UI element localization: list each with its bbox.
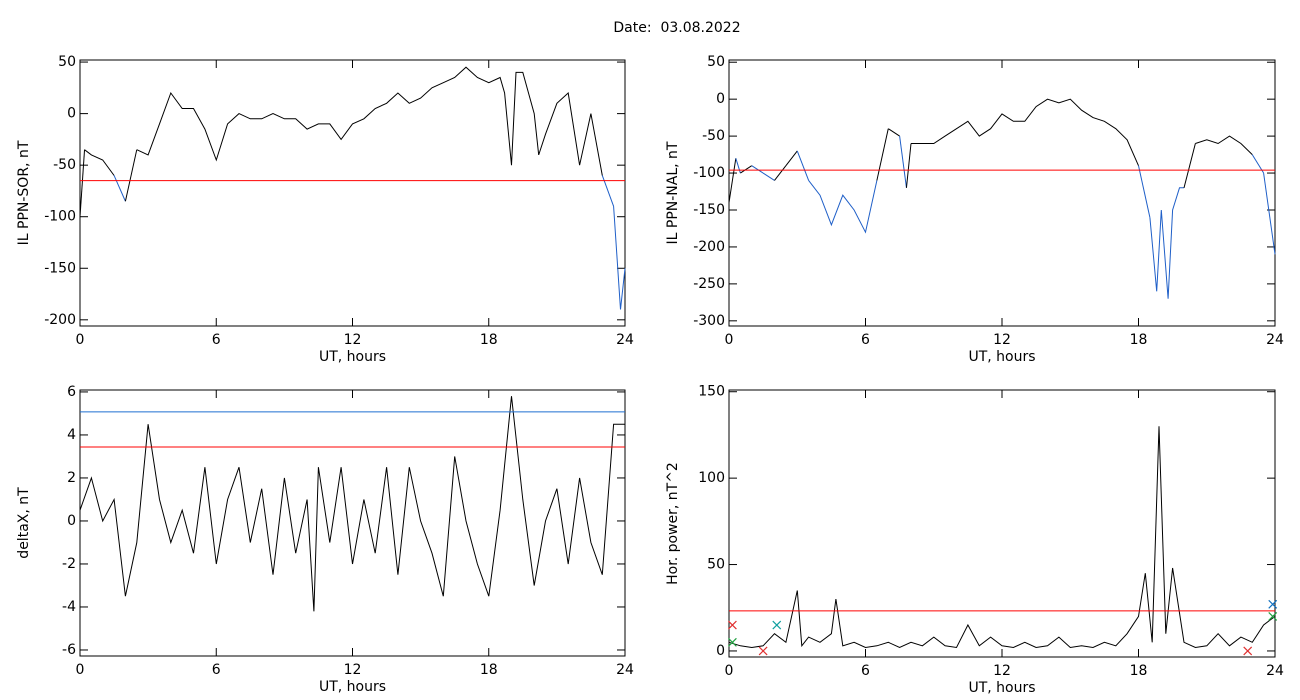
cross-marker [772, 620, 782, 630]
y-tick-label: 0 [67, 513, 76, 529]
line-connector [796, 150, 810, 181]
x-tick-label: 0 [76, 332, 85, 348]
y-tick-label: 150 [698, 384, 725, 400]
x-tick-label: 24 [1266, 332, 1284, 348]
x-tick-label: 12 [993, 332, 1011, 348]
y-tick-label: 0 [716, 643, 725, 659]
y-tick-label: 6 [67, 384, 76, 400]
x-tick-label: 24 [616, 332, 634, 348]
data-line [785, 150, 798, 167]
plot-frame [79, 59, 626, 327]
data-line [84, 149, 115, 176]
y-tick-label: 2 [67, 470, 76, 486]
y-tick-label: -200 [44, 312, 76, 328]
x-tick-label: 18 [480, 662, 498, 678]
x-tick-label: 18 [480, 332, 498, 348]
y-tick-label: 0 [67, 106, 76, 122]
y-tick-label: -50 [53, 157, 76, 173]
x-tick-label: 12 [344, 332, 362, 348]
x-axis-label: UT, hours [319, 679, 386, 695]
y-tick-label: -150 [693, 202, 725, 218]
line-connector [751, 165, 764, 174]
cross-marker [1268, 611, 1278, 621]
x-tick-label: 24 [616, 662, 634, 678]
y-tick-label: -100 [693, 165, 725, 181]
x-tick-label: 18 [1130, 663, 1148, 679]
line-connector [774, 165, 787, 181]
cross-marker [1268, 599, 1278, 609]
line-connector [728, 158, 737, 203]
data-line [1149, 187, 1184, 299]
line-connector [740, 165, 753, 174]
y-tick-label: -200 [693, 239, 725, 255]
plot-frame [728, 59, 1276, 327]
x-tick-label: 6 [861, 332, 870, 348]
x-tick-label: 24 [1266, 663, 1284, 679]
x-axis-label: UT, hours [968, 680, 1035, 696]
y-tick-label: -300 [693, 313, 725, 329]
y-axis-label: IL PPN-SOR, nT [16, 140, 32, 245]
y-tick-label: 50 [58, 54, 76, 70]
line-connector [113, 175, 126, 202]
y-tick-label: 4 [67, 427, 76, 443]
x-tick-label: 12 [993, 663, 1011, 679]
cross-marker [727, 620, 737, 630]
line-connector [601, 175, 615, 207]
line-connector [79, 149, 86, 217]
y-tick-label: 100 [698, 470, 725, 486]
cross-marker [1243, 646, 1253, 656]
data-line [136, 66, 603, 176]
line-connector [735, 158, 741, 174]
x-tick-label: 0 [76, 662, 85, 678]
data-line [888, 128, 900, 137]
line-connector [1183, 143, 1196, 188]
line-connector [1138, 165, 1151, 218]
x-tick-label: 12 [344, 662, 362, 678]
data-line [762, 172, 775, 181]
line-connector [124, 149, 138, 202]
y-tick-label: -6 [62, 642, 76, 658]
y-tick-label: 50 [707, 557, 725, 573]
y-tick-label: -4 [62, 599, 76, 615]
data-line [911, 98, 1139, 166]
data-line [808, 180, 878, 234]
x-tick-label: 6 [212, 332, 221, 348]
y-tick-label: -150 [44, 260, 76, 276]
line-connector [876, 128, 889, 181]
data-line [1195, 135, 1253, 155]
y-tick-label: -50 [702, 128, 725, 144]
data-line [728, 426, 1276, 649]
data-line [1263, 173, 1276, 255]
data-line [79, 396, 625, 612]
y-axis-label: IL PPN-NAL, nT [665, 141, 681, 244]
x-tick-label: 6 [212, 662, 221, 678]
x-axis-label: UT, hours [968, 349, 1035, 365]
y-tick-label: -250 [693, 276, 725, 292]
x-tick-label: 6 [861, 663, 870, 679]
y-tick-label: -2 [62, 556, 76, 572]
x-tick-label: 18 [1130, 332, 1148, 348]
plot-frame [79, 389, 626, 657]
x-tick-label: 0 [725, 663, 734, 679]
chart-title: Date: 03.08.2022 [613, 20, 740, 36]
y-tick-label: -100 [44, 209, 76, 225]
y-tick-label: 50 [707, 54, 725, 70]
y-axis-label: Hor. power, nT^2 [665, 462, 681, 585]
y-axis-label: deltaX, nT [16, 487, 32, 559]
y-tick-label: 0 [716, 91, 725, 107]
x-tick-label: 0 [725, 332, 734, 348]
cross-marker [727, 637, 737, 647]
line-connector [905, 143, 912, 188]
x-axis-label: UT, hours [319, 349, 386, 365]
line-connector [899, 136, 907, 188]
data-line [613, 206, 626, 310]
plot-frame [728, 389, 1276, 658]
cross-marker [758, 646, 768, 656]
